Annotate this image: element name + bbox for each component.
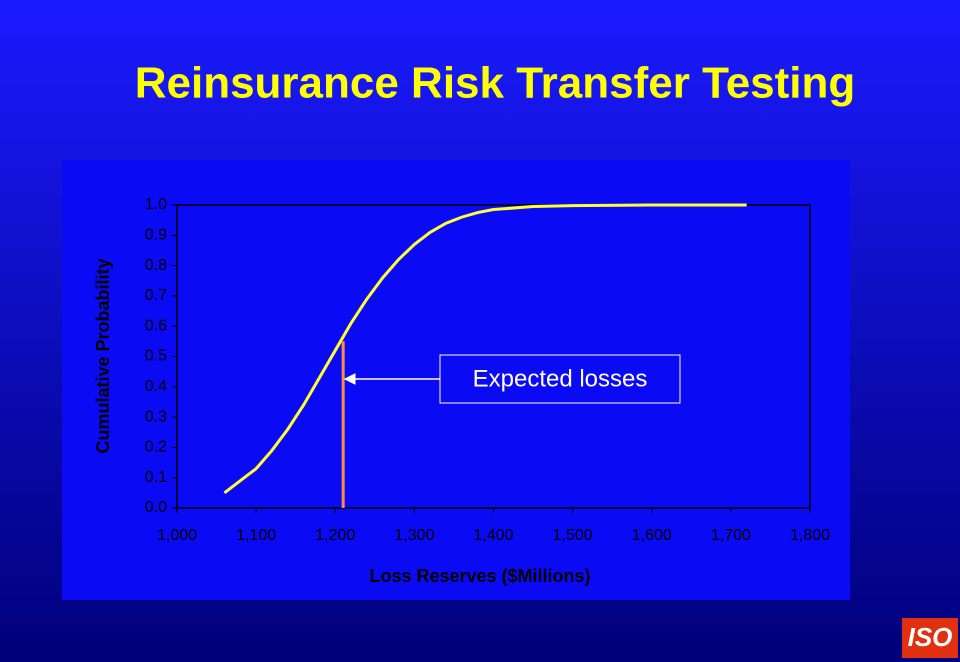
y-tick-label: 0.8 xyxy=(145,257,167,274)
x-tick-label: 1,800 xyxy=(790,527,830,544)
y-tick-label: 0.7 xyxy=(145,287,167,304)
x-tick-label: 1,500 xyxy=(553,527,593,544)
y-tick-label: 0.6 xyxy=(145,317,167,334)
x-tick-label: 1,000 xyxy=(157,527,197,544)
y-tick-label: 1.0 xyxy=(145,196,167,213)
slide-title: Reinsurance Risk Transfer Testing xyxy=(135,59,856,108)
series-line xyxy=(223,203,747,495)
x-tick-label: 1,600 xyxy=(632,527,672,544)
annotation-box xyxy=(439,354,681,404)
y-tick-label: 0.1 xyxy=(145,469,167,486)
x-tick-label: 1,400 xyxy=(473,527,513,544)
y-tick-label: 0.0 xyxy=(145,499,167,516)
y-tick-label: 0.4 xyxy=(145,378,167,395)
annotation-label: Expected losses xyxy=(473,365,648,392)
y-tick-label: 0.5 xyxy=(145,348,167,365)
x-tick-label: 1,200 xyxy=(315,527,355,544)
x-axis-label: Loss Reserves ($Millions) xyxy=(369,566,590,586)
logo-box xyxy=(902,618,958,658)
x-tick-label: 1,300 xyxy=(394,527,434,544)
y-tick-label: 0.3 xyxy=(145,408,167,425)
x-tick-label: 1,700 xyxy=(711,527,751,544)
y-axis-label: Cumulative Probability xyxy=(93,258,113,453)
x-tick-label: 1,100 xyxy=(236,527,276,544)
logo-text: ISO xyxy=(908,622,953,652)
logo: ISO xyxy=(902,618,958,658)
y-tick-label: 0.2 xyxy=(145,439,167,456)
y-tick-label: 0.9 xyxy=(145,227,167,244)
